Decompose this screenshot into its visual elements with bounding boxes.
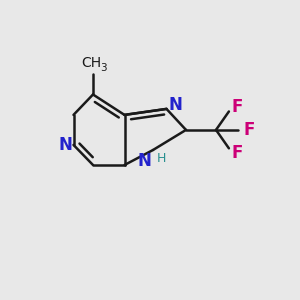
Text: F: F <box>232 98 243 116</box>
Text: H: H <box>157 152 166 165</box>
Text: CH: CH <box>81 56 102 70</box>
Text: N: N <box>138 152 152 170</box>
Text: F: F <box>244 121 255 139</box>
Text: N: N <box>168 96 182 114</box>
Text: N: N <box>58 136 72 154</box>
Text: F: F <box>232 143 243 161</box>
Text: 3: 3 <box>100 63 107 73</box>
